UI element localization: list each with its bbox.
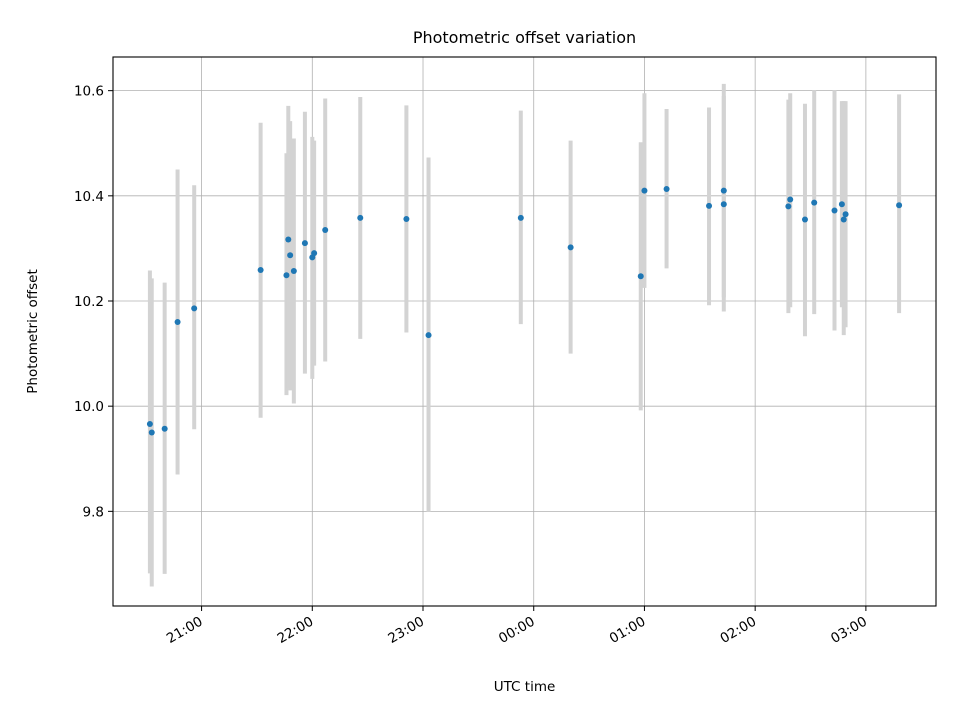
y-tick-label: 10.6 <box>74 84 104 100</box>
data-point <box>148 429 155 436</box>
y-tick-label: 10.0 <box>74 399 104 415</box>
x-axis-label: UTC time <box>494 679 556 695</box>
plot-frame <box>112 56 937 607</box>
data-point <box>896 202 903 209</box>
data-point <box>785 203 792 210</box>
data-point <box>517 214 524 221</box>
data-point <box>322 227 329 234</box>
data-point <box>811 199 818 206</box>
y-axis-label: Photometric offset <box>25 269 41 393</box>
data-point <box>787 196 794 203</box>
data-point <box>838 201 845 208</box>
data-point <box>283 272 290 279</box>
data-point <box>840 216 847 223</box>
data-point <box>831 207 838 214</box>
data-point <box>425 332 432 339</box>
data-point <box>161 425 168 432</box>
data-point <box>285 236 292 243</box>
data-point <box>174 319 181 326</box>
y-tick-label: 10.2 <box>74 294 104 310</box>
chart-title: Photometric offset variation <box>413 28 636 47</box>
data-point <box>720 187 727 194</box>
data-point <box>146 421 153 428</box>
data-point <box>663 185 670 192</box>
data-point <box>287 252 294 259</box>
data-point <box>842 211 849 218</box>
data-point <box>301 240 308 247</box>
data-point <box>357 214 364 221</box>
data-point <box>641 187 648 194</box>
y-tick-label: 10.4 <box>74 189 104 205</box>
data-point <box>706 202 713 209</box>
data-points <box>146 185 903 436</box>
data-point <box>720 201 727 208</box>
y-axis: 9.8 10.0 10.2 10.4 10.6 <box>74 84 113 520</box>
data-point <box>637 273 644 280</box>
data-point <box>567 244 574 251</box>
data-point <box>191 305 198 312</box>
data-point <box>257 266 264 273</box>
data-point <box>801 216 808 223</box>
y-tick-label: 9.8 <box>83 504 104 520</box>
data-point <box>290 268 297 275</box>
data-point <box>311 250 318 257</box>
data-point <box>403 215 410 222</box>
